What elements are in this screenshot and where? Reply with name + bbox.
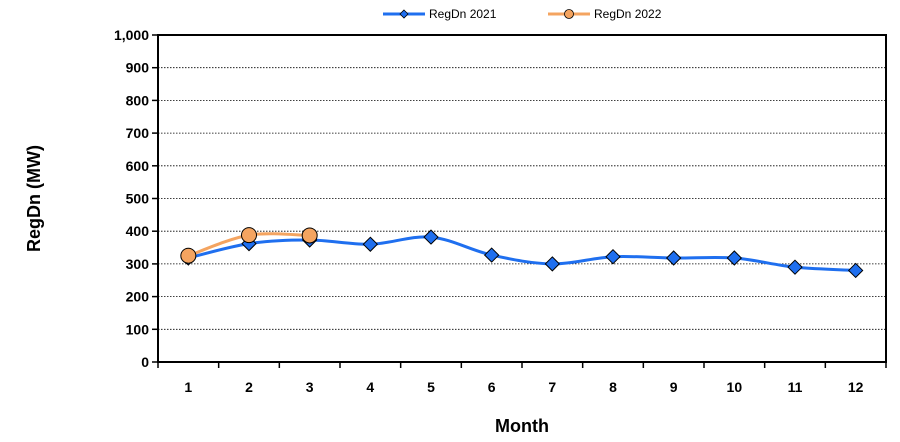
y-tick-label: 200 — [126, 289, 150, 305]
series-layer — [181, 228, 863, 278]
y-tick-label: 400 — [126, 223, 150, 239]
legend-marker — [565, 10, 574, 19]
series-1 — [181, 230, 862, 277]
y-tick-label: 800 — [126, 92, 150, 108]
y-tick-label: 1,000 — [114, 27, 149, 43]
data-point — [849, 263, 863, 277]
x-tick-label: 11 — [788, 379, 803, 395]
legend-label: RegDn 2021 — [429, 7, 497, 21]
x-axis-ticks: 1 2 3 4 5 6 7 8 9 10 11 12 — [158, 362, 886, 395]
y-axis-ticks: 0 100 200 300 400 500 600 700 800 900 1,000 — [114, 27, 158, 370]
x-tick-label: 7 — [548, 379, 556, 395]
x-axis-title: Month — [495, 416, 549, 436]
data-point — [242, 228, 257, 243]
x-tick-label: 5 — [427, 379, 435, 395]
data-point — [667, 251, 681, 265]
data-point — [181, 248, 196, 263]
x-tick-label: 10 — [727, 379, 743, 395]
x-tick-label: 8 — [609, 379, 617, 395]
y-tick-label: 0 — [141, 354, 149, 370]
legend-marker — [400, 10, 408, 18]
x-tick-label: 4 — [366, 379, 374, 395]
y-tick-label: 100 — [126, 321, 150, 337]
x-tick-label: 3 — [306, 379, 314, 395]
gridlines — [158, 68, 886, 330]
y-tick-label: 500 — [126, 191, 150, 207]
series-line — [188, 237, 855, 271]
y-axis-title: RegDn (MW) — [24, 145, 44, 252]
data-point — [606, 250, 620, 264]
y-tick-label: 900 — [126, 60, 150, 76]
y-tick-label: 700 — [126, 125, 150, 141]
legend-entry-1: RegDn 2021 — [383, 7, 497, 21]
x-tick-label: 12 — [848, 379, 864, 395]
legend-entry-2: RegDn 2022 — [548, 7, 662, 21]
data-point — [727, 251, 741, 265]
y-tick-label: 600 — [126, 158, 150, 174]
legend: RegDn 2021 RegDn 2022 — [383, 7, 662, 21]
y-tick-label: 300 — [126, 256, 150, 272]
x-tick-label: 2 — [245, 379, 253, 395]
data-point — [788, 260, 802, 274]
data-point — [424, 230, 438, 244]
legend-label: RegDn 2022 — [594, 7, 662, 21]
data-point — [302, 228, 317, 243]
x-tick-label: 1 — [184, 379, 192, 395]
x-tick-label: 6 — [488, 379, 496, 395]
data-point — [363, 237, 377, 251]
x-tick-label: 9 — [670, 379, 678, 395]
data-point — [485, 248, 499, 262]
data-point — [545, 257, 559, 271]
